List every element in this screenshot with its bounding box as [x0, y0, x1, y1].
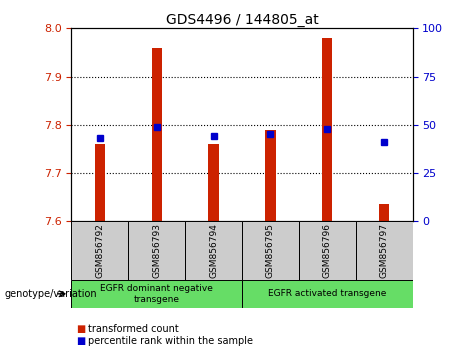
Text: ■: ■ — [76, 336, 85, 346]
Title: GDS4496 / 144805_at: GDS4496 / 144805_at — [165, 13, 319, 27]
Text: GSM856792: GSM856792 — [95, 223, 104, 278]
Bar — [185, 221, 242, 280]
Text: ■: ■ — [76, 324, 85, 333]
Bar — [95, 144, 105, 221]
Text: GSM856795: GSM856795 — [266, 223, 275, 278]
Bar — [242, 280, 413, 308]
Bar — [208, 144, 219, 221]
Bar — [356, 221, 413, 280]
Bar — [71, 221, 128, 280]
Bar — [379, 204, 389, 221]
Bar — [322, 38, 332, 221]
Text: percentile rank within the sample: percentile rank within the sample — [88, 336, 253, 346]
Text: EGFR dominant negative
transgene: EGFR dominant negative transgene — [100, 284, 213, 303]
Text: EGFR activated transgene: EGFR activated transgene — [268, 289, 386, 298]
Text: GSM856794: GSM856794 — [209, 223, 218, 278]
Bar — [152, 47, 162, 221]
Bar — [299, 221, 356, 280]
Bar — [266, 130, 276, 221]
Text: GSM856793: GSM856793 — [152, 223, 161, 278]
Text: genotype/variation: genotype/variation — [5, 289, 97, 299]
Text: GSM856797: GSM856797 — [380, 223, 389, 278]
Bar — [71, 280, 242, 308]
Text: GSM856796: GSM856796 — [323, 223, 332, 278]
Text: transformed count: transformed count — [88, 324, 178, 333]
Bar — [128, 221, 185, 280]
Bar — [242, 221, 299, 280]
